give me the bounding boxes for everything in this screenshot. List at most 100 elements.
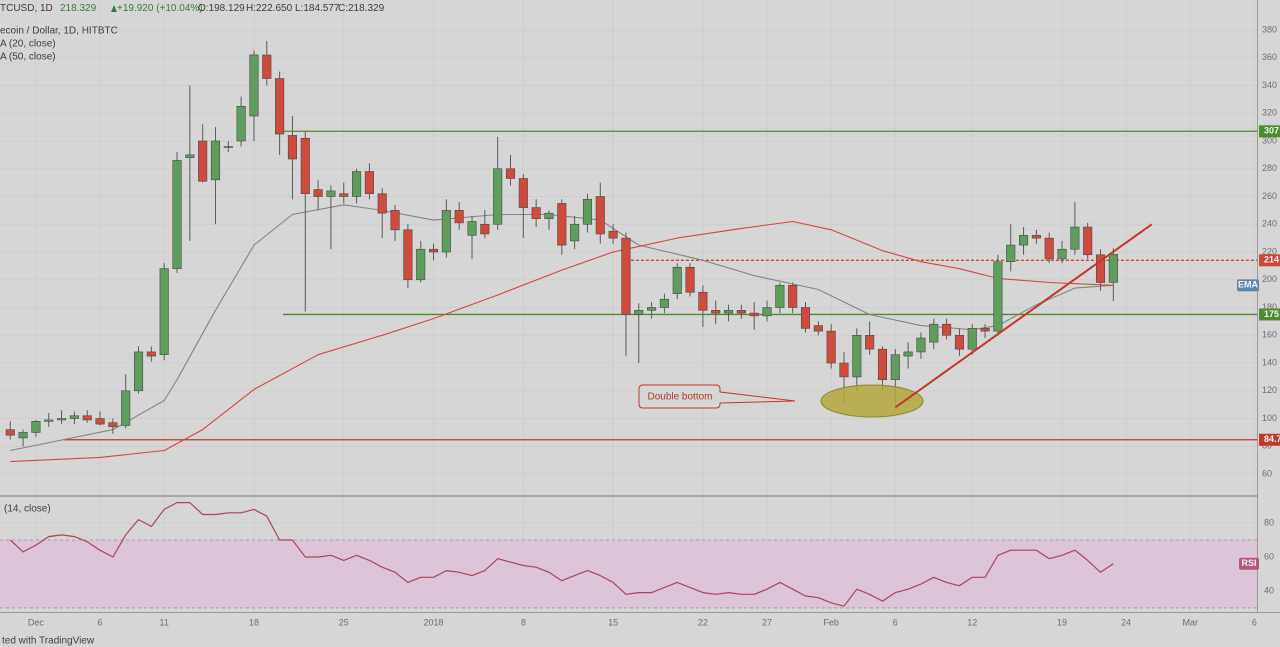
candle-body: [1031, 235, 1041, 239]
y-tick-label: 80: [1264, 517, 1274, 527]
candle-body: [788, 285, 798, 308]
candle-body: [544, 212, 554, 220]
y-tick-label: 60: [1262, 468, 1272, 478]
y-tick-label: 340: [1262, 80, 1277, 90]
high-value: H:222.650: [246, 3, 293, 14]
candle-body: [877, 348, 888, 380]
y-tick-label: 240: [1262, 219, 1277, 229]
candle-body: [364, 171, 374, 195]
candle-body: [172, 160, 182, 269]
open-value: O:198.129: [198, 3, 245, 14]
symbol-header: TCUSD, 1D 218.329 +19.920 (+10.04%) O:19…: [0, 3, 385, 14]
chart-title: ecoin / Dollar, 1D, HITBTC: [0, 26, 118, 37]
candle-body: [621, 237, 631, 315]
x-tick-label: 2018: [424, 617, 444, 627]
rsi-layer: [0, 502, 1257, 609]
x-tick-label: 8: [521, 617, 526, 627]
level-tag-bg: [1259, 308, 1280, 321]
y-tick-label: 120: [1262, 385, 1277, 395]
candle-body: [416, 248, 426, 281]
candle-body: [698, 291, 708, 311]
candle-body: [916, 337, 926, 353]
axes-layer: Dec 6 11 18 25 2018 8 15 22 27 Feb 6 12 19 24 Mar 6 60 80 1…: [28, 24, 1280, 627]
legend-entry: A (20, close): [0, 39, 56, 50]
y-tick-label: 200: [1262, 274, 1277, 284]
candle-body: [133, 351, 144, 392]
candle-body: [852, 334, 862, 378]
candle-body: [377, 193, 387, 214]
candle-body: [300, 137, 310, 195]
candle-body: [146, 351, 156, 357]
candle-body: [890, 354, 900, 380]
level-tag: 214: [1264, 255, 1279, 265]
x-tick-label: 18: [249, 617, 259, 627]
candle-body: [518, 178, 528, 208]
rsi-band: [0, 539, 1257, 608]
candle-body: [390, 210, 400, 231]
candle-body: [236, 105, 246, 142]
candle-body: [865, 334, 875, 350]
candle-body: [813, 325, 823, 332]
candle-body: [1006, 244, 1016, 263]
x-tick-label: 12: [967, 617, 977, 627]
last-price: 218.329: [60, 3, 97, 14]
level-tag-bg: [1259, 254, 1280, 267]
candle-body: [467, 221, 477, 236]
candle-body: [557, 203, 567, 246]
candle-body: [82, 415, 92, 421]
candle-body: [685, 266, 695, 293]
candle-body: [44, 419, 54, 422]
candle-body: [608, 230, 618, 239]
y-tick-label: 60: [1264, 551, 1274, 561]
ema-tag-bg: [1237, 279, 1259, 292]
candle-body: [339, 193, 349, 197]
candle-body: [210, 140, 221, 181]
candle-body: [711, 309, 721, 314]
candle-body: [570, 223, 580, 242]
candle-body: [403, 229, 413, 281]
candle-body: [287, 135, 297, 160]
candle-body: [954, 334, 964, 350]
candle-body: [441, 210, 451, 253]
candle-body: [659, 298, 669, 308]
level-tag: 175: [1264, 309, 1279, 319]
low-value: L:184.577: [295, 3, 340, 14]
level-tag-bg: [1259, 125, 1280, 138]
y-tick-label: 260: [1262, 191, 1277, 201]
x-tick-label: 11: [160, 617, 169, 627]
x-tick-label: 27: [762, 617, 772, 627]
candle-body: [428, 248, 439, 253]
candle-body: [980, 328, 990, 332]
y-tick-label: 140: [1262, 357, 1277, 367]
candle-body: [1057, 248, 1067, 260]
x-tick-label: 24: [1121, 617, 1131, 627]
candle-body: [903, 351, 913, 357]
change: +19.920 (+10.04%): [117, 3, 203, 14]
candle-body: [454, 210, 464, 224]
x-tick-label: 15: [608, 617, 618, 627]
candle-body: [1019, 235, 1029, 246]
candle-body: [775, 285, 785, 308]
y-tick-label: 320: [1262, 108, 1277, 118]
candle-body: [505, 168, 516, 179]
y-tick-label: 300: [1262, 135, 1277, 145]
candle-body: [723, 309, 734, 314]
candle-body: [313, 189, 323, 197]
candle-body: [1108, 254, 1118, 283]
candle-body: [826, 330, 836, 364]
candle-body: [647, 307, 657, 311]
rsi-tag: RSI: [1241, 558, 1256, 568]
candle-body: [185, 154, 195, 158]
candle-body: [352, 171, 362, 197]
candle-body: [1095, 254, 1106, 283]
annotation-callout: [638, 384, 796, 409]
annotation-text: Double bottom: [647, 392, 712, 403]
x-tick-label: 6: [1252, 617, 1257, 627]
y-tick-label: 40: [1264, 585, 1274, 595]
y-tick-label: 100: [1262, 413, 1277, 423]
x-tick-label: 6: [98, 617, 103, 627]
candle-body: [967, 328, 977, 350]
footer: ted with TradingView: [2, 636, 95, 647]
candle-body: [262, 54, 272, 79]
